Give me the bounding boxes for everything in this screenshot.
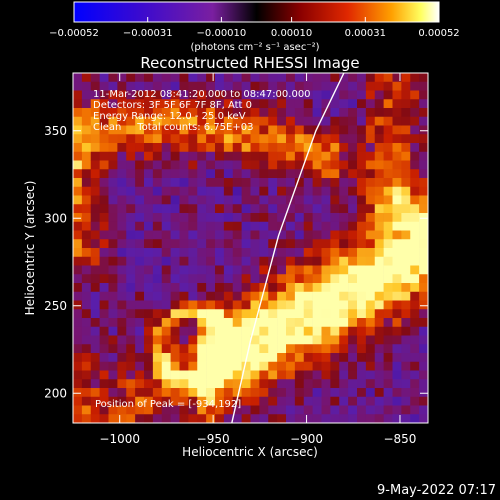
x-tick-label: −1000	[99, 432, 140, 446]
x-tick-label: −850	[383, 432, 416, 446]
y-tick-label: 250	[44, 299, 67, 313]
annotation-clean-counts: Clean Total counts: 6.75E+03	[93, 122, 253, 133]
x-tick-label: −950	[197, 432, 230, 446]
annotation-time-range: 11-Mar-2012 08:41:20.000 to 08:47:00.000	[93, 89, 311, 100]
footer-date: 9-May-2022 07:17	[377, 483, 496, 498]
plot-frame	[72, 72, 429, 424]
y-axis-label: Heliocentric Y (arcsec)	[23, 181, 37, 316]
colorbar-tick-label: 0.00010	[271, 28, 312, 39]
colorbar-tick-label: 0.00052	[418, 28, 459, 39]
colorbar-tick-label: −0.00031	[123, 28, 173, 39]
annotation-energy-range: Energy Range: 12.0 - 25.0 keV	[93, 111, 246, 122]
heatmap-image	[73, 73, 428, 423]
colorbar-tick-label: −0.00010	[197, 28, 247, 39]
colorbar-ticks: −0.00052 −0.00031 −0.00010 0.00010 0.00031 0.…	[49, 17, 460, 39]
y-tick-label: 200	[44, 386, 67, 400]
colorbar-units-label: (photons cm⁻² s⁻¹ asec⁻²)	[190, 42, 319, 53]
x-tick-label: −900	[290, 432, 323, 446]
axis-ticks: −1000 −950 −900 −850 200 250 300 350	[44, 73, 428, 446]
peak-position-label: Position of Peak = [-934,192]	[95, 399, 241, 410]
annotation-detectors: Detectors: 3F 5F 6F 7F 8F, Att 0	[93, 100, 252, 111]
colorbar	[73, 1, 440, 23]
y-tick-label: 300	[44, 211, 67, 225]
chart-title: Reconstructed RHESSI Image	[140, 54, 359, 72]
colorbar-tick-label: 0.00031	[345, 28, 386, 39]
solar-limb-curve	[231, 73, 345, 423]
colorbar-tick-label: −0.00052	[49, 28, 99, 39]
x-axis-label: Heliocentric X (arcsec)	[182, 445, 318, 459]
y-tick-label: 350	[44, 124, 67, 138]
